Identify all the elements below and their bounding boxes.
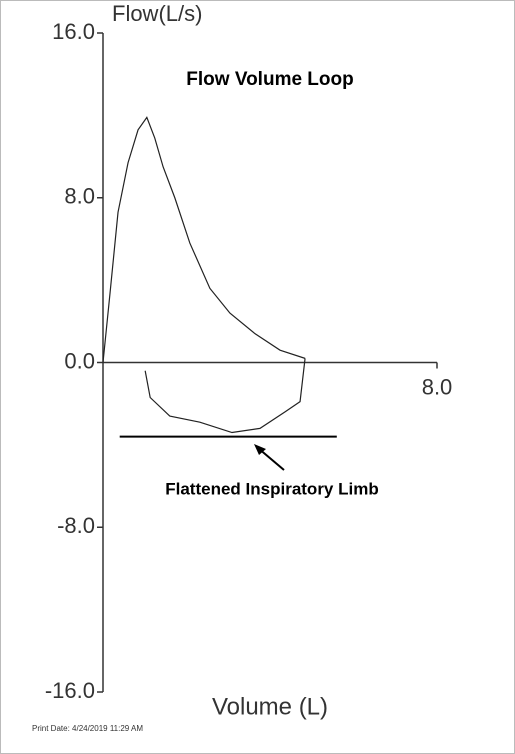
y-tick-label: 8.0 (64, 184, 95, 209)
flow-curve (144, 358, 306, 434)
x-tick-label: 8.0 (422, 374, 453, 399)
y-tick-label: -8.0 (57, 513, 95, 538)
chart-title: Flow Volume Loop (186, 69, 353, 90)
y-axis-title: Flow(L/s) (112, 1, 202, 26)
print-date: Print Date: 4/24/2019 11:29 AM (32, 724, 143, 733)
arrow-head (254, 444, 266, 455)
y-tick-label: 16.0 (52, 19, 95, 44)
annotation: Flattened Inspiratory Limb (165, 479, 378, 498)
y-tick-label: -16.0 (45, 678, 95, 703)
flow-curve (102, 116, 306, 363)
y-tick-label: 0.0 (64, 348, 95, 373)
x-axis-title: Volume (L) (212, 693, 328, 720)
